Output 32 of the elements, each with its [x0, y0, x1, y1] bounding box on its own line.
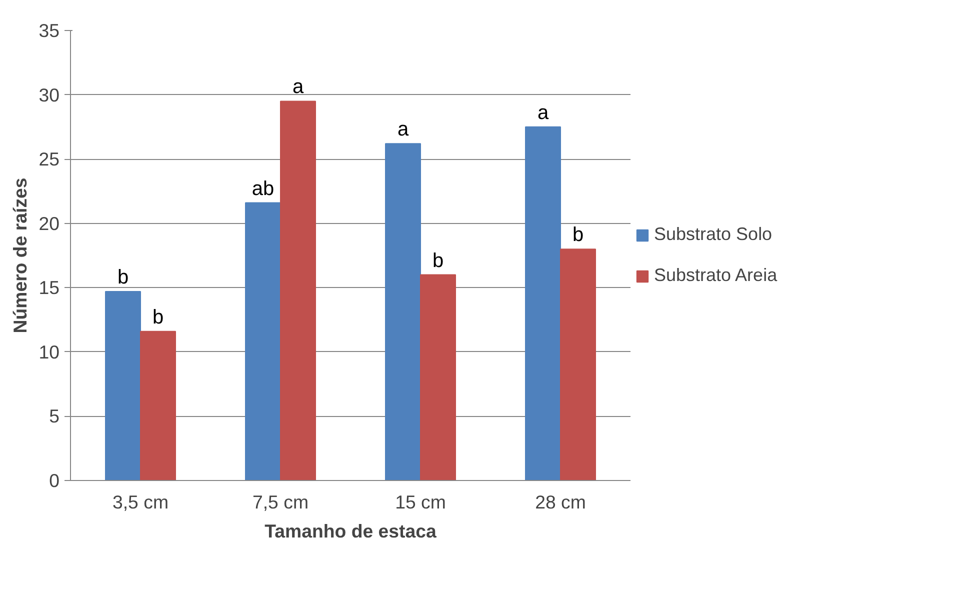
y-tick-label: 25	[38, 148, 60, 170]
data-label: b	[152, 306, 164, 328]
x-tick-label: 3,5 cm	[112, 492, 169, 512]
bar	[280, 100, 316, 480]
bar	[105, 291, 141, 480]
data-label: b	[432, 250, 444, 272]
bar	[525, 126, 561, 480]
y-tick-label: 10	[38, 341, 60, 362]
y-tick-label: 15	[38, 277, 60, 298]
y-tick-label: 30	[38, 84, 60, 106]
bar	[560, 248, 596, 480]
data-label: a	[292, 76, 304, 98]
bar	[245, 202, 281, 480]
legend-label: Substrato Areia	[654, 265, 778, 286]
x-axis-title: Tamanho de estaca	[264, 520, 438, 542]
y-tick-label: 0	[49, 470, 60, 491]
bar	[385, 143, 421, 480]
data-label: a	[397, 118, 410, 141]
bar	[420, 274, 456, 480]
y-tick-label: 35	[38, 20, 60, 41]
data-label: b	[572, 224, 584, 246]
legend-label: Substrato Solo	[654, 224, 774, 245]
data-label: ab	[252, 178, 274, 200]
x-tick-label: 15 cm	[395, 492, 446, 512]
data-label: b	[117, 266, 129, 288]
x-tick-label: 7,5 cm	[252, 492, 309, 512]
data-label: a	[537, 102, 550, 124]
y-tick-label: 5	[49, 406, 60, 427]
y-axis-title: Número de raízes	[10, 178, 31, 334]
bar	[140, 330, 176, 480]
y-tick-label: 20	[38, 212, 60, 234]
x-tick-label: 28 cm	[535, 492, 586, 512]
